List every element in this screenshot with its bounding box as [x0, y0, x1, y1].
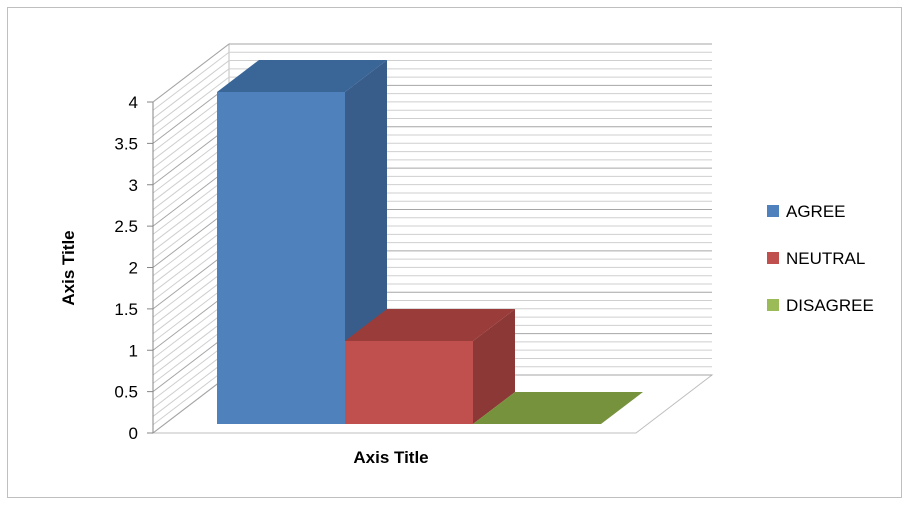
bar-disagree	[473, 392, 643, 424]
gridline	[152, 184, 230, 244]
y-tick-label: 2.5	[114, 217, 138, 236]
gridline	[152, 316, 230, 376]
gridline	[152, 159, 230, 219]
gridline	[152, 217, 230, 277]
gridline	[152, 283, 230, 343]
y-axis-ticks: 0 0.5 1 1.5 2 2.5 3 3.5 4	[114, 93, 154, 443]
gridline	[152, 126, 230, 186]
gridline	[152, 109, 230, 169]
y-axis-title: Axis Title	[59, 230, 78, 305]
gridline	[152, 192, 230, 252]
gridline	[152, 324, 230, 384]
gridline	[152, 167, 230, 227]
legend-label: AGREE	[786, 202, 846, 221]
gridline	[152, 84, 230, 144]
gridline	[152, 142, 230, 202]
gridline	[152, 308, 230, 368]
gridline	[152, 93, 230, 153]
gridline	[152, 134, 230, 194]
bar-front	[345, 341, 473, 424]
y-tick-label: 1.5	[114, 300, 138, 319]
y-tick-label: 3	[129, 176, 138, 195]
legend-swatch	[767, 205, 779, 217]
gridline	[152, 51, 230, 111]
legend-label: NEUTRAL	[786, 249, 865, 268]
gridline	[152, 333, 230, 393]
legend: AGREE NEUTRAL DISAGREE	[767, 202, 874, 315]
gridline	[152, 101, 230, 161]
gridline	[152, 118, 230, 177]
bar-top	[473, 392, 643, 424]
gridline	[152, 76, 230, 136]
bar-side	[473, 309, 515, 424]
gridline	[152, 233, 230, 293]
gridline	[152, 200, 230, 260]
gridline	[152, 242, 230, 301]
gridline	[152, 43, 230, 103]
legend-swatch	[767, 299, 779, 311]
gridline	[152, 349, 230, 409]
gridline	[152, 176, 230, 235]
y-tick-label: 0	[129, 424, 138, 443]
gridline	[152, 151, 230, 210]
gridline	[152, 258, 230, 318]
bar-top	[217, 60, 387, 92]
bar-neutral	[345, 309, 515, 424]
y-tick-label: 2	[129, 259, 138, 278]
gridline	[152, 209, 230, 268]
gridline	[152, 225, 230, 285]
gridline	[152, 291, 230, 351]
y-tick-label: 0.5	[114, 383, 138, 402]
y-tick-label: 4	[129, 93, 138, 112]
gridline	[152, 60, 230, 119]
y-tick-label: 1	[129, 341, 138, 360]
gridline	[152, 300, 230, 359]
gridline	[152, 341, 230, 401]
bars	[217, 60, 643, 424]
gridline	[152, 275, 230, 335]
gridline	[152, 267, 230, 326]
legend-swatch	[767, 252, 779, 264]
gridline	[152, 358, 230, 417]
gridline	[152, 374, 230, 434]
y-tick-label: 3.5	[114, 134, 138, 153]
gridline	[152, 250, 230, 310]
x-axis-title: Axis Title	[353, 448, 428, 467]
gridline	[152, 68, 230, 128]
gridline	[152, 366, 230, 426]
bar-top	[345, 309, 515, 341]
bar-front	[217, 92, 345, 424]
legend-label: DISAGREE	[786, 296, 874, 315]
